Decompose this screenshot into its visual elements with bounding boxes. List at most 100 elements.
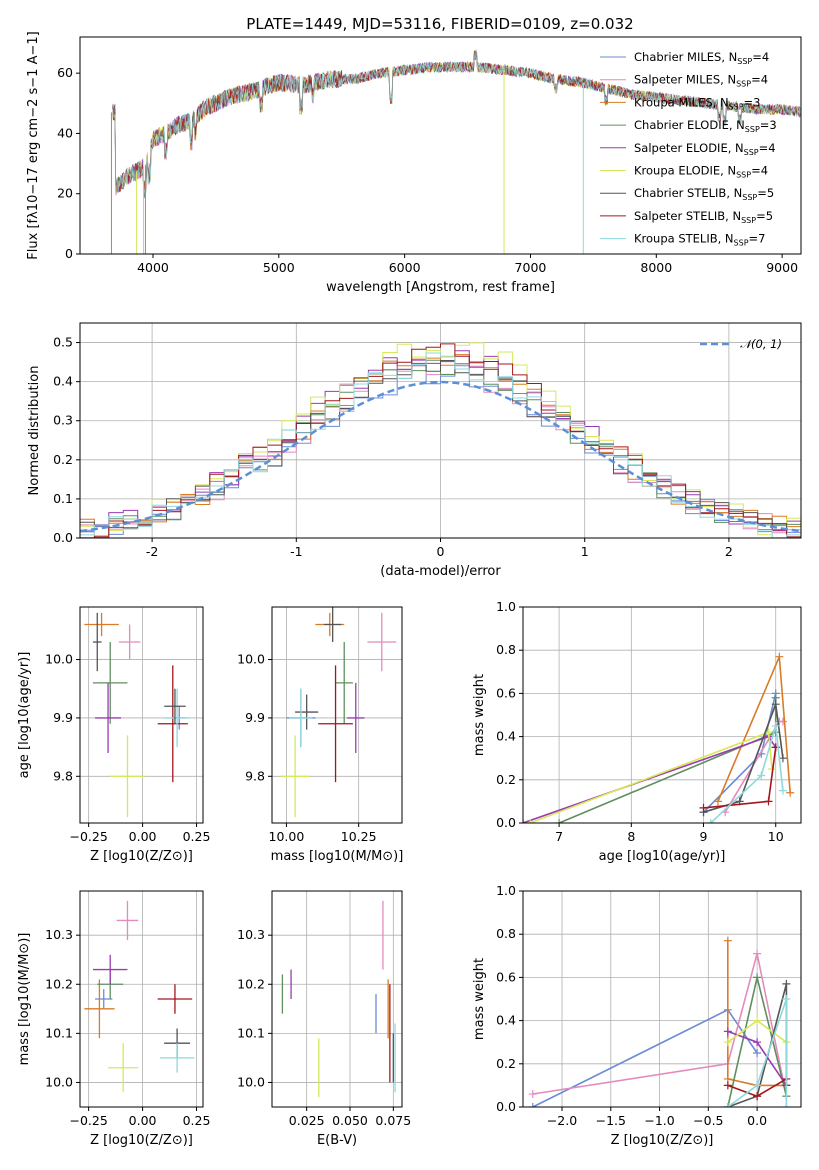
y-tick-label: 0.1 bbox=[53, 491, 73, 506]
plot-area bbox=[84, 612, 191, 818]
y-axis-label: Flux [fλ10−17 erg cm−2 s−1 A−1] bbox=[26, 31, 41, 259]
x-tick-label: 10.00 bbox=[269, 829, 305, 844]
series-line bbox=[710, 725, 784, 823]
point-marker bbox=[771, 721, 780, 730]
x-tick-label: −1.5 bbox=[596, 1113, 626, 1128]
y-tick-label: 60 bbox=[57, 65, 73, 80]
point-marker bbox=[757, 771, 766, 780]
x-axis-label: E(B-V) bbox=[317, 1133, 357, 1148]
point-marker bbox=[555, 819, 564, 823]
x-tick-label: 4000 bbox=[137, 260, 169, 275]
legend-entry: Chabrier STELIB, NSSP=5 bbox=[634, 186, 774, 202]
series-line bbox=[724, 720, 783, 813]
point-marker bbox=[764, 797, 773, 806]
panel-mass-weight-vs-age: 7 8 9 10 0.0 0.2 0.4 0.6 0.8 1.0 age [log10(age/yr… bbox=[472, 599, 802, 864]
y-tick-label: 10.0 bbox=[45, 652, 73, 667]
point-marker bbox=[528, 1103, 537, 1107]
point-marker bbox=[723, 1027, 732, 1036]
x-tick-label: 6000 bbox=[389, 260, 421, 275]
y-tick-label: 10.3 bbox=[237, 927, 265, 942]
x-tick-label: −0.5 bbox=[693, 1113, 723, 1128]
axes-frame bbox=[79, 36, 802, 255]
y-tick-label: 40 bbox=[57, 125, 73, 140]
x-tick-label: 0.00 bbox=[129, 1113, 157, 1128]
y-tick-label: 0.6 bbox=[496, 969, 516, 984]
panel-age-vs-Z: −0.25 0.00 0.25 9.8 9.9 10.0 Z [log10(Z/Z⊙)] ag… bbox=[17, 606, 211, 864]
axes-frame bbox=[79, 606, 204, 824]
y-tick-label: 9.8 bbox=[245, 768, 265, 783]
x-axis-label: (data-model)/error bbox=[380, 564, 501, 579]
point-marker bbox=[786, 788, 795, 797]
y-axis-label: age [log10(age/yr)] bbox=[17, 652, 32, 779]
x-tick-label: 0 bbox=[437, 544, 445, 559]
x-tick-label: 9 bbox=[700, 829, 708, 844]
y-axis-label: mass [log10(M/M⊙)] bbox=[17, 933, 32, 1066]
plot-area bbox=[528, 936, 791, 1107]
y-tick-label: 0.4 bbox=[496, 1013, 516, 1028]
point-marker bbox=[753, 973, 762, 982]
x-axis-label: Z [log10(Z/Z⊙)] bbox=[90, 1133, 193, 1148]
point-marker bbox=[775, 652, 784, 661]
point-marker bbox=[713, 797, 722, 806]
point-marker bbox=[782, 1103, 791, 1107]
point-marker bbox=[753, 1092, 762, 1101]
y-tick-label: 0.2 bbox=[496, 772, 516, 787]
panel-mass-vs-Z: −0.25 0.00 0.25 10.0 10.1 10.2 10.3 Z [log10(Z/… bbox=[17, 890, 210, 1148]
axes-frame bbox=[79, 322, 802, 539]
point-marker bbox=[723, 1081, 732, 1090]
axes-frame bbox=[271, 890, 403, 1108]
y-tick-label: 9.8 bbox=[53, 768, 73, 783]
x-tick-label: 2 bbox=[725, 544, 733, 559]
x-axis-label: wavelength [Angstrom, rest frame] bbox=[326, 280, 555, 295]
plot-area bbox=[84, 900, 195, 1093]
plot-area bbox=[110, 48, 801, 254]
series-line bbox=[529, 731, 773, 823]
y-axis-label: mass weight bbox=[472, 674, 487, 756]
point-marker bbox=[753, 949, 762, 958]
x-axis-label: age [log10(age/yr)] bbox=[599, 849, 726, 864]
spectrum-line bbox=[112, 48, 801, 200]
y-tick-label: 0.8 bbox=[496, 926, 516, 941]
plot-area bbox=[523, 652, 795, 823]
legend-entry: Kroupa MILES, NSSP=3 bbox=[634, 95, 760, 111]
legend-entry: Chabrier MILES, NSSP=4 bbox=[634, 50, 769, 66]
point-marker bbox=[753, 1081, 762, 1090]
x-axis-label: Z [log10(Z/Z⊙)] bbox=[90, 849, 193, 864]
plot-area bbox=[281, 900, 396, 1098]
y-tick-label: 0.4 bbox=[496, 729, 516, 744]
y-tick-label: 20 bbox=[57, 186, 73, 201]
y-tick-label: 10.3 bbox=[45, 927, 73, 942]
point-marker bbox=[753, 1038, 762, 1047]
plot-area bbox=[280, 607, 397, 818]
legend-entry: Kroupa STELIB, NSSP=7 bbox=[634, 232, 765, 248]
x-tick-label: −2.0 bbox=[547, 1113, 577, 1128]
point-marker bbox=[778, 754, 787, 763]
x-tick-label: 10.25 bbox=[341, 829, 377, 844]
y-tick-label: 9.9 bbox=[53, 710, 73, 725]
axes-frame bbox=[79, 890, 204, 1108]
point-marker bbox=[723, 1038, 732, 1047]
y-tick-label: 10.2 bbox=[45, 976, 73, 991]
point-marker bbox=[782, 995, 791, 1003]
axes-frame bbox=[522, 606, 802, 824]
x-tick-label: −1.0 bbox=[644, 1113, 674, 1128]
x-tick-label: 0.25 bbox=[183, 829, 211, 844]
legend-entry: Salpeter MILES, NSSP=4 bbox=[634, 73, 768, 89]
y-tick-label: 0.3 bbox=[53, 413, 73, 428]
series-line bbox=[532, 1008, 758, 1107]
y-tick-label: 0.5 bbox=[53, 335, 73, 350]
x-axis-label: Z [log10(Z/Z⊙)] bbox=[611, 1133, 714, 1148]
series-line bbox=[532, 953, 788, 1097]
x-tick-label: 0.025 bbox=[289, 1113, 325, 1128]
y-tick-label: 10.0 bbox=[237, 652, 265, 667]
x-tick-label: 0.00 bbox=[129, 829, 157, 844]
y-tick-label: 10.0 bbox=[45, 1074, 73, 1089]
y-tick-label: 0.0 bbox=[496, 1099, 516, 1114]
point-marker bbox=[699, 803, 708, 812]
point-marker bbox=[528, 1090, 537, 1099]
point-marker bbox=[526, 819, 535, 823]
y-tick-label: 0.4 bbox=[53, 374, 73, 389]
y-tick-label: 0.0 bbox=[496, 815, 516, 830]
y-tick-label: 0.8 bbox=[496, 642, 516, 657]
point-marker bbox=[706, 819, 715, 823]
